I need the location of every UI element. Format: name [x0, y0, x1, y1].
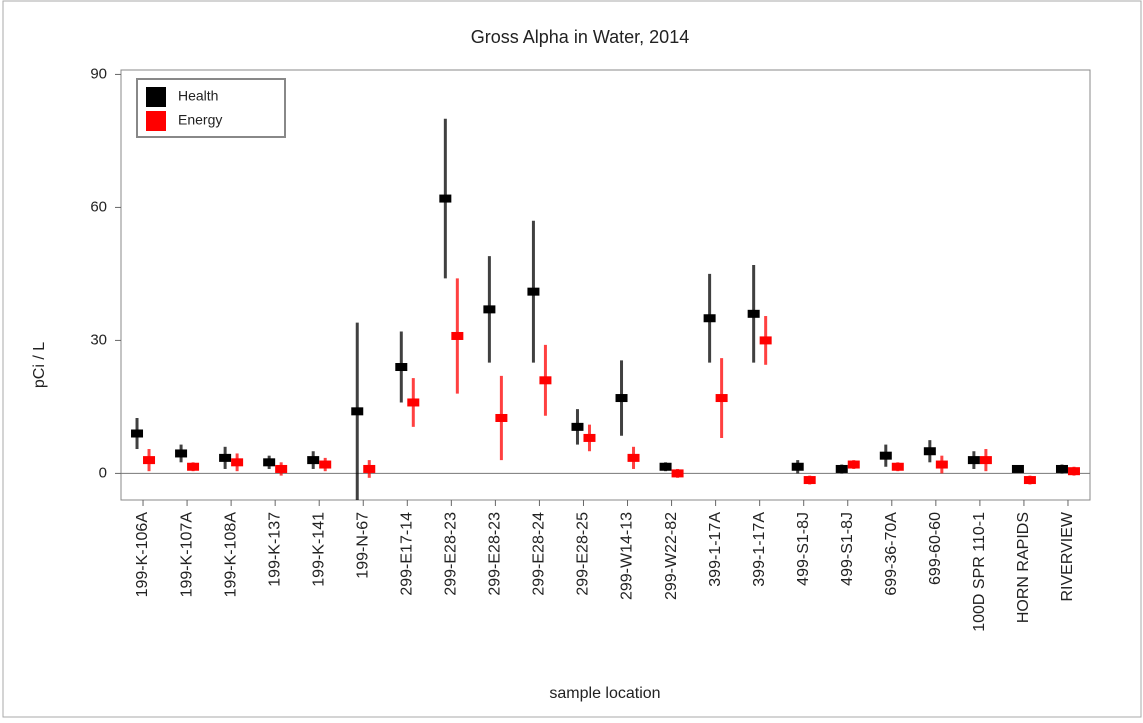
- point: [395, 363, 408, 372]
- point: [131, 429, 144, 438]
- point: [219, 453, 232, 462]
- x-tick-label: 199-K-141: [310, 512, 327, 587]
- point: [187, 462, 200, 471]
- point: [275, 464, 288, 473]
- x-tick-label: HORN RAPIDS: [1015, 512, 1032, 623]
- legend-swatch: [146, 111, 166, 131]
- point: [539, 376, 552, 385]
- point: [363, 464, 376, 473]
- point: [1067, 467, 1080, 476]
- point: [583, 433, 596, 442]
- point: [703, 314, 716, 323]
- point: [451, 331, 464, 340]
- legend-swatch: [146, 87, 166, 107]
- x-tick-label: RIVERVIEW: [1059, 511, 1076, 601]
- x-tick-label: 299-W22-82: [663, 512, 680, 600]
- point: [483, 305, 496, 314]
- x-tick-label: 299-E28-25: [575, 512, 592, 596]
- x-tick-label: 299-W14-13: [619, 512, 636, 600]
- y-tick-label: 30: [90, 331, 107, 348]
- y-tick-label: 90: [90, 65, 107, 82]
- legend-label: Energy: [178, 112, 222, 128]
- point: [319, 460, 332, 469]
- point: [527, 287, 540, 296]
- point: [891, 462, 904, 471]
- x-tick-label: 199-K-108A: [222, 512, 239, 598]
- legend-label: Health: [178, 88, 218, 104]
- x-tick-label: 299-E28-23: [487, 512, 504, 596]
- point: [495, 413, 508, 422]
- point: [175, 449, 188, 458]
- x-tick-label: 399-1-17A: [707, 512, 724, 587]
- point: [923, 447, 936, 456]
- point: [1023, 476, 1036, 485]
- point: [759, 336, 772, 345]
- x-tick-label: 199-K-106A: [134, 512, 151, 598]
- point: [715, 394, 728, 403]
- x-tick-label: 299-E17-14: [399, 512, 416, 596]
- point: [879, 451, 892, 460]
- point: [835, 464, 848, 473]
- point: [803, 476, 816, 485]
- x-tick-label: 199-K-107A: [178, 512, 195, 598]
- point: [571, 422, 584, 431]
- x-axis-label: sample location: [549, 685, 660, 702]
- point: [627, 453, 640, 462]
- point: [747, 309, 760, 318]
- point: [979, 456, 992, 465]
- point: [615, 394, 628, 403]
- point: [671, 469, 684, 478]
- point: [967, 456, 980, 465]
- y-axis-label: pCi / L: [31, 342, 48, 388]
- plot-area: [120, 69, 1091, 501]
- x-tick-label: 299-E28-24: [531, 512, 548, 596]
- x-tick-label: 399-1-17A: [751, 512, 768, 587]
- x-tick-label: 199-K-137: [266, 512, 283, 587]
- y-tick-label: 60: [90, 198, 107, 215]
- point: [935, 460, 948, 469]
- x-tick-label: 100D SPR 110-1: [971, 512, 988, 632]
- x-tick-label: 299-E28-23: [443, 512, 460, 596]
- x-tick-label: 499-S1-8J: [839, 512, 856, 586]
- point: [1055, 464, 1068, 473]
- y-tick-label: 0: [99, 464, 107, 481]
- x-tick-label: 699-36-70A: [883, 512, 900, 596]
- point: [307, 456, 320, 465]
- chart-title: Gross Alpha in Water, 2014: [471, 27, 689, 47]
- point: [143, 456, 156, 465]
- point: [1011, 464, 1024, 473]
- point: [231, 458, 244, 467]
- point: [847, 460, 860, 469]
- x-tick-label: 699-60-60: [927, 512, 944, 585]
- x-tick-label: 199-N-67: [354, 512, 371, 579]
- point: [263, 458, 276, 467]
- point: [791, 462, 804, 471]
- point: [439, 194, 452, 203]
- point: [407, 398, 420, 407]
- point: [659, 462, 672, 471]
- point: [351, 407, 364, 416]
- x-tick-label: 499-S1-8J: [795, 512, 812, 586]
